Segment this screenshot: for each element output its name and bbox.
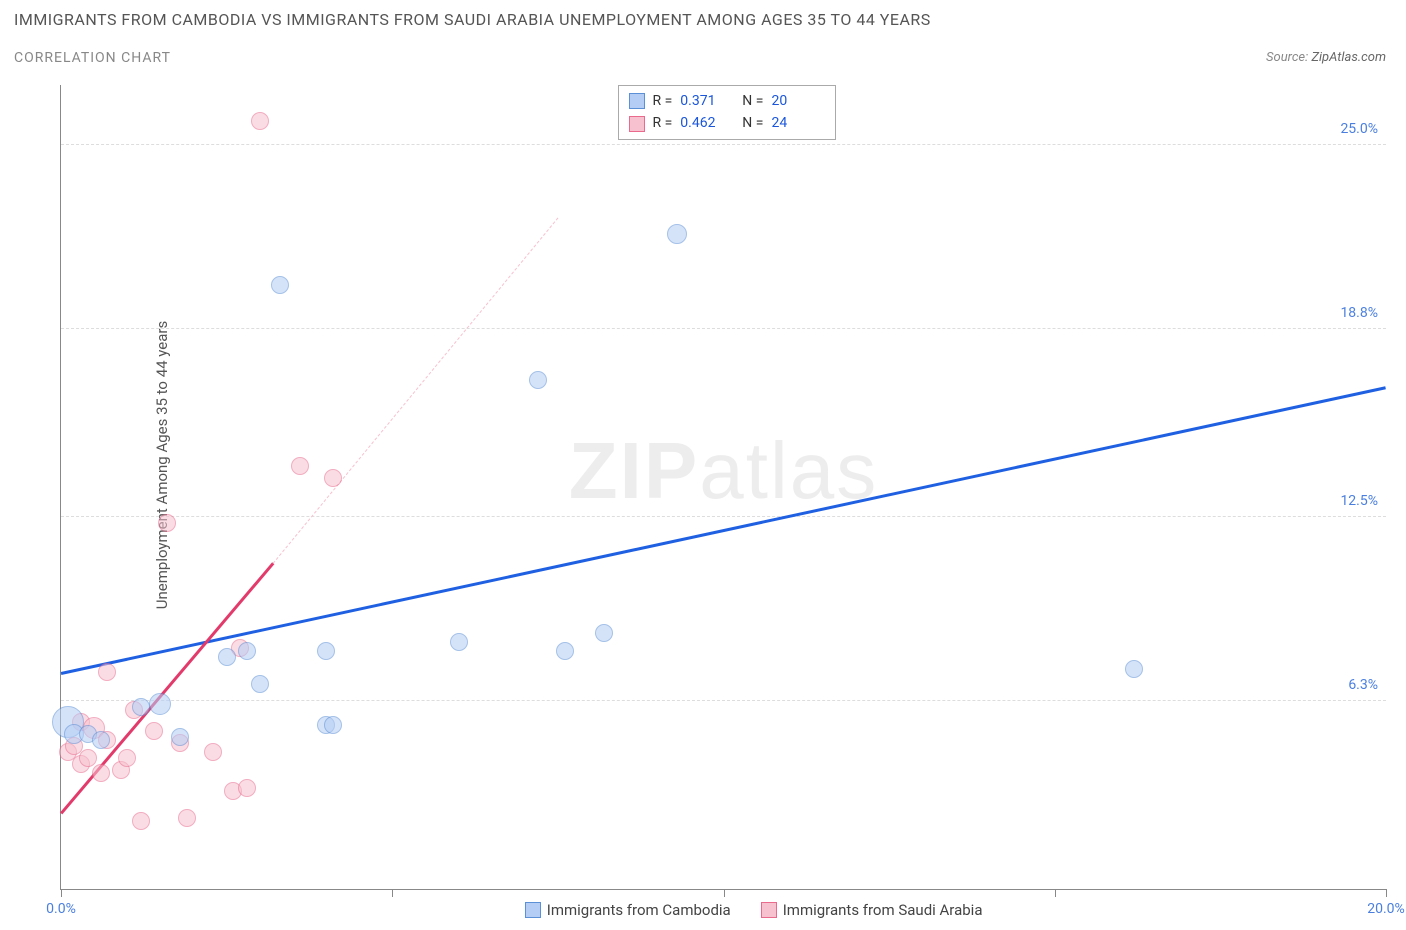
source-prefix: Source:	[1266, 50, 1311, 65]
r-value-saudi: 0.462	[680, 112, 724, 134]
x-tick-label: 0.0%	[46, 901, 76, 917]
trend-line-extrapolated	[273, 218, 559, 564]
y-tick-label: 25.0%	[1340, 121, 1378, 137]
n-label: N =	[742, 112, 763, 134]
data-point-saudi	[204, 743, 222, 761]
swatch-cambodia	[629, 93, 645, 109]
data-point-saudi	[178, 809, 196, 827]
y-tick-label: 6.3%	[1348, 677, 1378, 693]
y-tick-label: 18.8%	[1340, 305, 1378, 321]
data-point-cambodia	[667, 224, 687, 244]
x-tick	[392, 889, 393, 897]
legend-item-cambodia: Immigrants from Cambodia	[525, 901, 731, 919]
n-label: N =	[742, 90, 763, 112]
stats-row-saudi: R = 0.462 N = 24	[629, 112, 826, 134]
data-point-cambodia	[92, 731, 110, 749]
x-tick	[1055, 889, 1056, 897]
data-point-cambodia	[132, 698, 150, 716]
trend-line	[61, 386, 1387, 674]
data-point-saudi	[92, 764, 110, 782]
legend-swatch-saudi	[761, 902, 777, 918]
data-point-cambodia	[149, 693, 171, 715]
x-tick	[1386, 889, 1387, 897]
data-point-saudi	[324, 469, 342, 487]
gridline	[61, 144, 1386, 145]
data-point-cambodia	[317, 642, 335, 660]
stats-row-cambodia: R = 0.371 N = 20	[629, 90, 826, 112]
data-point-cambodia	[450, 633, 468, 651]
watermark-zip: ZIP	[569, 426, 699, 515]
r-label: R =	[653, 112, 673, 134]
swatch-saudi	[629, 116, 645, 132]
data-point-cambodia	[324, 716, 342, 734]
data-point-cambodia	[218, 648, 236, 666]
data-point-cambodia	[271, 276, 289, 294]
r-label: R =	[653, 90, 673, 112]
scatter-plot: ZIPatlas R = 0.371 N = 20 R = 0.462 N = …	[60, 85, 1386, 890]
data-point-cambodia	[556, 642, 574, 660]
data-point-saudi	[118, 749, 136, 767]
gridline	[61, 328, 1386, 329]
data-point-cambodia	[251, 675, 269, 693]
data-point-saudi	[98, 663, 116, 681]
chart-subtitle: CORRELATION CHART	[14, 50, 171, 66]
data-point-cambodia	[171, 728, 189, 746]
data-point-saudi	[132, 812, 150, 830]
source-attribution: Source: ZipAtlas.com	[1266, 50, 1386, 65]
y-tick-label: 12.5%	[1340, 493, 1378, 509]
x-tick-label: 20.0%	[1367, 901, 1405, 917]
data-point-saudi	[238, 779, 256, 797]
r-value-cambodia: 0.371	[680, 90, 724, 112]
data-point-saudi	[291, 457, 309, 475]
correlation-stats-box: R = 0.371 N = 20 R = 0.462 N = 24	[618, 85, 837, 140]
x-tick	[61, 889, 62, 897]
data-point-cambodia	[595, 624, 613, 642]
legend-swatch-cambodia	[525, 902, 541, 918]
data-point-cambodia	[529, 371, 547, 389]
n-value-saudi: 24	[771, 112, 815, 134]
legend-label-saudi: Immigrants from Saudi Arabia	[783, 901, 983, 919]
legend: Immigrants from Cambodia Immigrants from…	[525, 901, 983, 919]
data-point-saudi	[251, 112, 269, 130]
legend-item-saudi: Immigrants from Saudi Arabia	[761, 901, 983, 919]
x-tick	[724, 889, 725, 897]
source-link[interactable]: ZipAtlas.com	[1311, 50, 1386, 65]
chart-title: IMMIGRANTS FROM CAMBODIA VS IMMIGRANTS F…	[14, 10, 931, 29]
n-value-cambodia: 20	[771, 90, 815, 112]
gridline	[61, 700, 1386, 701]
data-point-saudi	[79, 749, 97, 767]
data-point-cambodia	[238, 642, 256, 660]
data-point-cambodia	[1125, 660, 1143, 678]
data-point-saudi	[145, 722, 163, 740]
watermark: ZIPatlas	[569, 425, 878, 517]
legend-label-cambodia: Immigrants from Cambodia	[547, 901, 731, 919]
gridline	[61, 516, 1386, 517]
data-point-saudi	[158, 514, 176, 532]
